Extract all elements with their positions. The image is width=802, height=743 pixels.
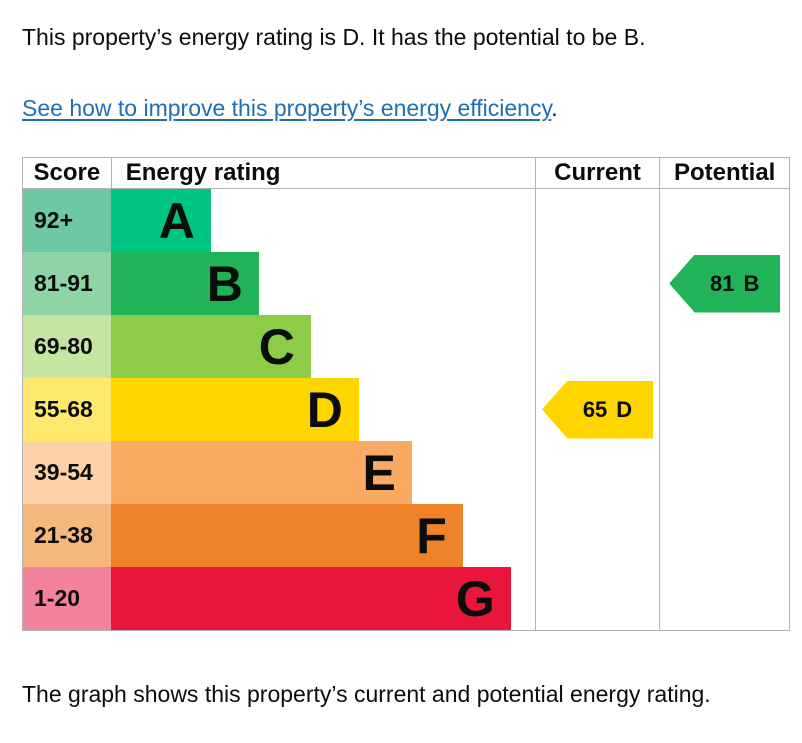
score-cell: 81-91 bbox=[23, 252, 111, 315]
potential-cell bbox=[659, 189, 789, 252]
potential-cell bbox=[659, 378, 789, 441]
score-cell: 55-68 bbox=[23, 378, 111, 441]
rating-arrow-value: 81 bbox=[709, 270, 735, 296]
improve-link-suffix: . bbox=[551, 95, 558, 121]
band-letter-label: B bbox=[206, 255, 243, 312]
band-letter-label: E bbox=[362, 444, 396, 501]
rating-cell: A bbox=[110, 189, 535, 252]
band-row: 1-20 G bbox=[23, 567, 789, 630]
rating-bar: E bbox=[110, 441, 412, 504]
score-range-label: 69-80 bbox=[34, 333, 93, 359]
rating-arrow-band: B bbox=[743, 270, 760, 296]
potential-cell bbox=[659, 567, 789, 630]
band-row: 55-68 D 65 D bbox=[23, 378, 789, 441]
band-row: 69-80 C bbox=[23, 315, 789, 378]
score-cell: 39-54 bbox=[23, 441, 111, 504]
rating-cell: C bbox=[110, 315, 535, 378]
header-energy-rating: Energy rating bbox=[110, 158, 535, 188]
band-row: 39-54 E bbox=[23, 441, 789, 504]
score-cell: 21-38 bbox=[23, 504, 111, 567]
rating-arrow-band: D bbox=[616, 396, 633, 422]
improve-link-line: See how to improve this property’s energ… bbox=[22, 93, 780, 123]
score-range-label: 92+ bbox=[34, 207, 74, 233]
rating-arrow-value: 65 bbox=[582, 396, 608, 422]
rating-cell: G bbox=[110, 567, 535, 630]
current-cell: 65 D bbox=[534, 378, 660, 441]
score-range-label: 1-20 bbox=[34, 585, 81, 611]
band-row: 81-91 B 81 B bbox=[23, 252, 789, 315]
rating-bar: D bbox=[110, 378, 359, 441]
band-letter-label: C bbox=[258, 318, 295, 375]
energy-rating-chart: Score Energy rating Current Potential 92… bbox=[22, 157, 790, 631]
band-letter-label: D bbox=[306, 381, 343, 438]
score-cell: 69-80 bbox=[23, 315, 111, 378]
band-letter-label: G bbox=[455, 570, 495, 627]
score-range-label: 21-38 bbox=[34, 522, 93, 548]
rating-cell: B bbox=[110, 252, 535, 315]
current-cell bbox=[534, 567, 660, 630]
current-cell bbox=[534, 189, 660, 252]
header-current: Current bbox=[534, 158, 660, 188]
rating-bar: B bbox=[110, 252, 259, 315]
band-row: 21-38 F bbox=[23, 504, 789, 567]
current-cell bbox=[534, 315, 660, 378]
potential-cell bbox=[659, 504, 789, 567]
score-range-label: 39-54 bbox=[34, 459, 93, 485]
current-cell bbox=[534, 441, 660, 504]
chart-caption: The graph shows this property’s current … bbox=[22, 681, 711, 707]
current-rating-arrow: 65 D bbox=[542, 380, 653, 439]
potential-cell bbox=[659, 441, 789, 504]
chart-rows: 92+ A 81-91 B 81 B 69-80 C bbox=[23, 189, 789, 630]
score-cell: 92+ bbox=[23, 189, 111, 252]
current-cell bbox=[534, 504, 660, 567]
rating-bar: G bbox=[110, 567, 511, 630]
rating-cell: E bbox=[110, 441, 535, 504]
band-letter-label: A bbox=[158, 192, 195, 249]
rating-bar: C bbox=[110, 315, 311, 378]
score-cell: 1-20 bbox=[23, 567, 111, 630]
score-range-label: 55-68 bbox=[34, 396, 93, 422]
rating-cell: F bbox=[110, 504, 535, 567]
header-potential: Potential bbox=[659, 158, 789, 188]
rating-bar: A bbox=[110, 189, 211, 252]
band-letter-label: F bbox=[416, 507, 447, 564]
rating-bar: F bbox=[110, 504, 463, 567]
intro-text: This property’s energy rating is D. It h… bbox=[22, 24, 646, 50]
potential-cell bbox=[659, 315, 789, 378]
rating-cell: D bbox=[110, 378, 535, 441]
band-row: 92+ A bbox=[23, 189, 789, 252]
chart-header-row: Score Energy rating Current Potential bbox=[23, 158, 789, 189]
current-cell bbox=[534, 252, 660, 315]
header-score: Score bbox=[33, 159, 101, 186]
improve-efficiency-link[interactable]: See how to improve this property’s energ… bbox=[22, 95, 552, 121]
potential-cell: 81 B bbox=[659, 252, 789, 315]
score-range-label: 81-91 bbox=[34, 270, 93, 296]
potential-rating-arrow: 81 B bbox=[669, 254, 781, 313]
